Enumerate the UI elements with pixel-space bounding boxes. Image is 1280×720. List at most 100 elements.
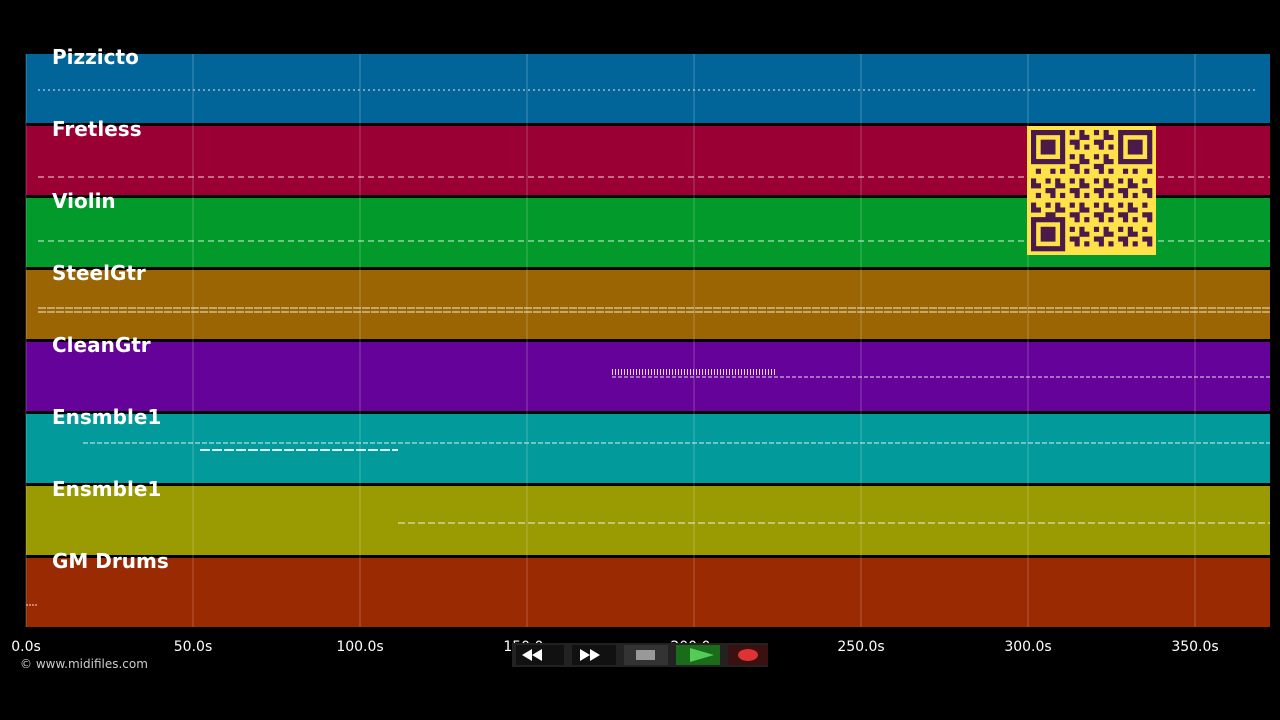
qr-module <box>1142 188 1148 194</box>
notes <box>26 89 1270 606</box>
qr-module <box>1098 212 1104 218</box>
qr-module <box>1084 241 1090 247</box>
qr-module <box>1031 202 1037 208</box>
qr-module <box>1142 130 1148 136</box>
qr-module <box>1118 226 1124 232</box>
qr-module <box>1098 241 1104 247</box>
qr-module <box>1093 130 1100 136</box>
qr-module <box>1127 159 1133 165</box>
qr-module <box>1118 178 1124 184</box>
qr-module <box>1045 149 1051 155</box>
qr-module <box>1084 231 1090 237</box>
qr-module <box>1074 188 1080 194</box>
qr-module <box>1142 236 1148 242</box>
record-button[interactable] <box>728 645 768 665</box>
qr-module <box>1031 134 1037 140</box>
stop-button[interactable] <box>624 645 668 665</box>
qr-module <box>1084 159 1090 165</box>
track-name: Ensmble1 <box>52 477 161 501</box>
qr-module <box>1147 144 1153 150</box>
qr-module <box>1108 231 1114 237</box>
qr-module <box>1147 154 1153 160</box>
qr-module <box>1035 246 1041 252</box>
playback-controls <box>512 643 768 667</box>
qr-module <box>1050 130 1056 136</box>
time-tick-label: 350.0s <box>1171 639 1218 655</box>
qr-module <box>1060 159 1066 165</box>
qr-module <box>1045 246 1051 252</box>
qr-module <box>1050 192 1056 199</box>
qr-module <box>1118 236 1124 242</box>
qr-module <box>1127 226 1133 232</box>
qr-module <box>1040 144 1046 150</box>
qr-module <box>1031 231 1037 237</box>
qr-module <box>1127 144 1133 150</box>
qr-module <box>1079 159 1085 165</box>
time-tick-label: 50.0s <box>174 639 212 655</box>
qr-module <box>1098 188 1104 194</box>
qr-module <box>1118 144 1124 150</box>
time-tick-label: 300.0s <box>1004 639 1051 655</box>
qr-module <box>1147 130 1153 136</box>
rewind-button[interactable] <box>516 645 564 665</box>
qr-module <box>1127 178 1133 184</box>
qr-module <box>1084 168 1090 174</box>
qr-module <box>1132 207 1138 213</box>
qr-module <box>1031 149 1037 155</box>
qr-module <box>1074 217 1080 223</box>
qr-module <box>1108 183 1114 189</box>
qr-module <box>1127 231 1133 237</box>
qr-module <box>1045 236 1051 242</box>
qr-module <box>1132 231 1138 237</box>
qr-module <box>1103 226 1109 232</box>
qr-module <box>1031 144 1037 150</box>
qr-module <box>1147 192 1153 199</box>
qr-module <box>1050 226 1056 232</box>
qr-module <box>1137 144 1143 150</box>
qr-module <box>1079 202 1085 208</box>
qr-module <box>1127 130 1133 136</box>
qr-module <box>1031 221 1037 228</box>
qr-module <box>1035 192 1041 199</box>
qr-module <box>1035 168 1041 174</box>
qr-module <box>1035 183 1041 189</box>
qr-module <box>1045 130 1051 136</box>
qr-module <box>1103 202 1109 208</box>
qr-module <box>1118 212 1124 218</box>
qr-module <box>1118 134 1124 140</box>
qr-module <box>1147 149 1153 155</box>
qr-module <box>1069 212 1075 218</box>
qr-module <box>1045 144 1051 150</box>
qr-module <box>1132 217 1138 223</box>
grid <box>25 54 1196 627</box>
qr-module <box>1132 241 1138 247</box>
qr-module <box>1103 183 1109 189</box>
qr-module <box>1137 139 1143 145</box>
record-icon <box>738 649 758 661</box>
track-name: Violin <box>52 189 116 213</box>
qr-module <box>1050 217 1056 223</box>
qr-module <box>1093 212 1100 218</box>
qr-module <box>1060 168 1066 174</box>
qr-module <box>1084 183 1090 189</box>
play-icon <box>690 648 714 662</box>
track-lane <box>26 270 1270 339</box>
qr-module <box>1098 217 1104 223</box>
qr-module <box>1127 207 1133 213</box>
play-button[interactable] <box>676 645 720 665</box>
qr-module <box>1137 149 1143 155</box>
qr-module <box>1069 226 1075 232</box>
qr-module <box>1122 212 1129 218</box>
forward-icon <box>580 649 600 661</box>
qr-module <box>1142 159 1148 165</box>
qr-module <box>1103 231 1109 237</box>
qr-module <box>1108 168 1114 174</box>
time-tick-label: 100.0s <box>336 639 383 655</box>
qr-module <box>1060 154 1066 160</box>
qr-module <box>1108 144 1114 150</box>
qr-module <box>1084 217 1090 223</box>
forward-button[interactable] <box>572 645 616 665</box>
qr-module <box>1103 154 1109 160</box>
qr-module <box>1035 130 1041 136</box>
